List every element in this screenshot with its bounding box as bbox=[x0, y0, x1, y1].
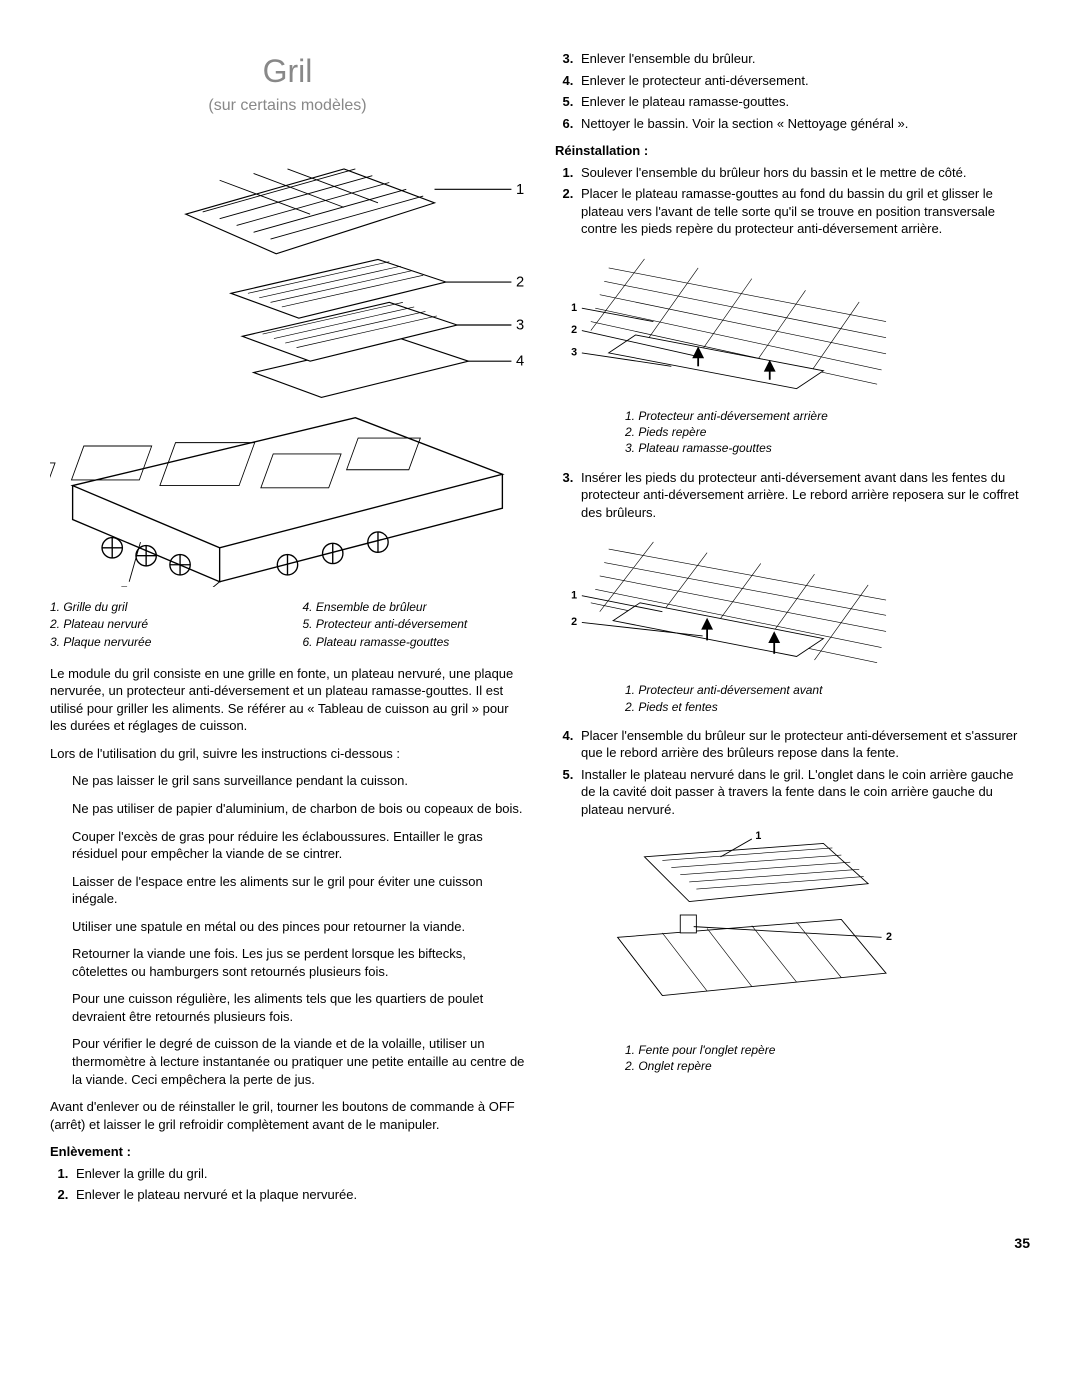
removal-step: Enlever le plateau nervuré et la plaque … bbox=[72, 1186, 525, 1204]
svg-text:4: 4 bbox=[516, 353, 524, 369]
caption-line: 1. Fente pour l'onglet repère bbox=[625, 1042, 1030, 1058]
bullet: Pour vérifier le degré de cuisson de la … bbox=[72, 1035, 525, 1088]
caption-line: 1. Protecteur anti-déversement arrière bbox=[625, 408, 1030, 424]
bullet: Utiliser une spatule en métal ou des pin… bbox=[72, 918, 525, 936]
reinstall-heading: Réinstallation : bbox=[555, 142, 1030, 160]
reinstall-step: Placer l'ensemble du brûleur sur le prot… bbox=[577, 727, 1030, 762]
removal-step: Enlever le plateau ramasse-gouttes. bbox=[577, 93, 1030, 111]
legend-item: 1. Grille du gril bbox=[50, 599, 273, 615]
pre-removal-note: Avant d'enlever ou de réinstaller le gri… bbox=[50, 1098, 525, 1133]
legend-item: 3. Plaque nervurée bbox=[50, 634, 273, 650]
removal-step: Enlever la grille du gril. bbox=[72, 1165, 525, 1183]
bullet: Ne pas utiliser de papier d'aluminium, d… bbox=[72, 800, 525, 818]
rear-guard-svg: 1 2 3 bbox=[555, 250, 895, 402]
svg-text:2: 2 bbox=[571, 324, 577, 336]
removal-step: Nettoyer le bassin. Voir la section « Ne… bbox=[577, 115, 1030, 133]
removal-list: Enlever la grille du gril. Enlever le pl… bbox=[50, 1165, 525, 1204]
page-title: Gril bbox=[50, 50, 525, 93]
caption-line: 2. Onglet repère bbox=[625, 1058, 1030, 1074]
caption-line: 2. Pieds repère bbox=[625, 424, 1030, 440]
reinstall-list: Soulever l'ensemble du brûleur hors du b… bbox=[555, 164, 1030, 238]
svg-text:2: 2 bbox=[571, 616, 577, 628]
bullet: Couper l'excès de gras pour réduire les … bbox=[72, 828, 525, 863]
figure-rear-guard: 1 2 3 1. Protecteur anti-déversement arr… bbox=[555, 250, 1030, 457]
page-subtitle: (sur certains modèles) bbox=[50, 95, 525, 117]
removal-step: Enlever le protecteur anti-déversement. bbox=[577, 72, 1030, 90]
figure-front-guard: 1 2 1. Protecteur anti-déversement avant… bbox=[555, 533, 1030, 715]
bullet: Retourner la viande une fois. Les jus se… bbox=[72, 945, 525, 980]
front-guard-svg: 1 2 bbox=[555, 533, 895, 676]
reinstall-step: Placer le plateau ramasse-gouttes au fon… bbox=[577, 185, 1030, 238]
svg-text:1: 1 bbox=[755, 830, 761, 842]
svg-text:1: 1 bbox=[571, 590, 577, 602]
reinstall-list-cont2: Placer l'ensemble du brûleur sur le prot… bbox=[555, 727, 1030, 819]
svg-text:3: 3 bbox=[571, 346, 577, 358]
page-number: 35 bbox=[50, 1234, 1030, 1253]
figure-tab-slot: 1 2 1. Fente pour l'onglet repère 2. Ong… bbox=[555, 830, 1030, 1074]
intro-paragraph: Le module du gril consiste en une grille… bbox=[50, 665, 525, 735]
removal-list-cont: Enlever l'ensemble du brûleur. Enlever l… bbox=[555, 50, 1030, 132]
instruction-bullets: Ne pas laisser le gril sans surveillance… bbox=[50, 772, 525, 1088]
left-column: Gril (sur certains modèles) bbox=[50, 50, 525, 1214]
svg-text:3: 3 bbox=[516, 317, 524, 333]
figure1-legend: 1. Grille du gril 2. Plateau nervuré 3. … bbox=[50, 599, 525, 651]
reinstall-step: Installer le plateau nervuré dans le gri… bbox=[577, 766, 1030, 819]
legend-item: 6. Plateau ramasse-gouttes bbox=[303, 634, 526, 650]
exploded-diagram-svg: 1 2 3 4 5 6 bbox=[50, 135, 525, 587]
caption-line: 1. Protecteur anti-déversement avant bbox=[625, 682, 1030, 698]
reinstall-list-cont1: Insérer les pieds du protecteur anti-dév… bbox=[555, 469, 1030, 522]
caption-line: 3. Plateau ramasse-gouttes bbox=[625, 440, 1030, 456]
svg-text:1: 1 bbox=[516, 182, 524, 198]
reinstall-step: Soulever l'ensemble du brûleur hors du b… bbox=[577, 164, 1030, 182]
caption-line: 2. Pieds et fentes bbox=[625, 699, 1030, 715]
instructions-lead: Lors de l'utilisation du gril, suivre le… bbox=[50, 745, 525, 763]
legend-item: 4. Ensemble de brûleur bbox=[303, 599, 526, 615]
svg-text:2: 2 bbox=[886, 932, 892, 944]
figure-exploded-gril: 1 2 3 4 5 6 bbox=[50, 135, 525, 587]
bullet: Pour une cuisson régulière, les aliments… bbox=[72, 990, 525, 1025]
right-column: Enlever l'ensemble du brûleur. Enlever l… bbox=[555, 50, 1030, 1214]
removal-step: Enlever l'ensemble du brûleur. bbox=[577, 50, 1030, 68]
reinstall-step: Insérer les pieds du protecteur anti-dév… bbox=[577, 469, 1030, 522]
svg-text:2: 2 bbox=[516, 274, 524, 290]
tab-slot-svg: 1 2 bbox=[555, 830, 895, 1036]
bullet: Ne pas laisser le gril sans surveillance… bbox=[72, 772, 525, 790]
svg-text:5: 5 bbox=[120, 584, 128, 587]
legend-item: 5. Protecteur anti-déversement bbox=[303, 616, 526, 632]
svg-text:1: 1 bbox=[571, 302, 577, 314]
bullet: Laisser de l'espace entre les aliments s… bbox=[72, 873, 525, 908]
legend-item: 2. Plateau nervuré bbox=[50, 616, 273, 632]
removal-heading: Enlèvement : bbox=[50, 1143, 525, 1161]
